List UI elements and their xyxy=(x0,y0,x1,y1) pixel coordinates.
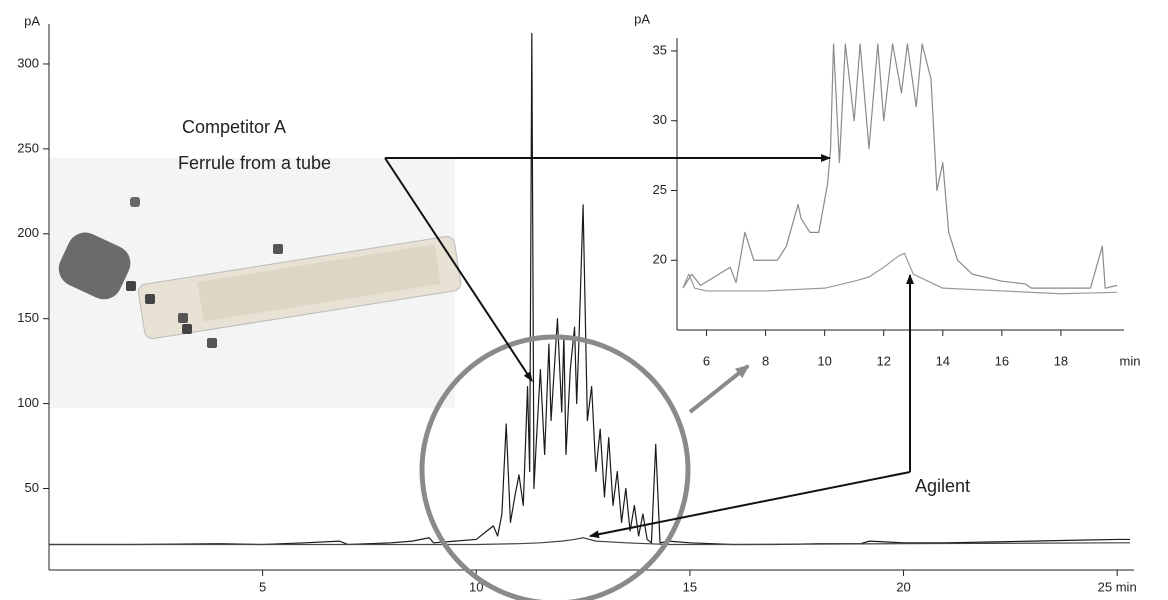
photo xyxy=(50,158,462,408)
y-tick-label: 250 xyxy=(17,140,39,155)
y-tick-label: 35 xyxy=(653,42,667,57)
y-tick-label: 150 xyxy=(17,310,39,325)
y-tick-label: 25 xyxy=(653,182,667,197)
y-axis-label: pA xyxy=(634,11,650,26)
zoom-arrow xyxy=(688,364,750,414)
data-line xyxy=(49,537,1130,546)
data-line xyxy=(682,252,1118,295)
x-tick-label: 14 xyxy=(936,353,950,368)
x-tick-label: 12 xyxy=(876,353,890,368)
annotation: Ferrule from a tube xyxy=(178,153,331,173)
arrow xyxy=(589,471,911,539)
x-tick-label: 20 xyxy=(896,579,910,594)
x-axis-label: min xyxy=(1120,353,1141,368)
data-line xyxy=(682,43,1118,289)
x-tick-label: 5 xyxy=(259,579,266,594)
y-tick-label: 20 xyxy=(653,252,667,267)
x-tick-label: 15 xyxy=(683,579,697,594)
x-tick-label: 8 xyxy=(762,353,769,368)
data-line xyxy=(49,32,1130,546)
plots: 50 100 150 200 250 300 5 10 15 20 25 min pA Competit… xyxy=(17,11,1140,594)
x-tick-label: 6 xyxy=(703,353,710,368)
arrow xyxy=(384,157,533,382)
y-tick-label: 300 xyxy=(17,55,39,70)
y-axis-label: pA xyxy=(24,13,40,28)
x-tick-label: 10 xyxy=(469,579,483,594)
y-tick-label: 30 xyxy=(653,112,667,127)
zoom-circle xyxy=(419,334,691,600)
annotation: Competitor A xyxy=(182,117,286,137)
x-tick-label: 10 xyxy=(817,353,831,368)
y-tick-label: 200 xyxy=(17,225,39,240)
y-tick-label: 100 xyxy=(17,395,39,410)
annotation: Agilent xyxy=(915,476,970,496)
plot-area xyxy=(49,32,1130,546)
x-tick-label: 18 xyxy=(1054,353,1068,368)
x-tick-label: 25 min xyxy=(1098,579,1137,594)
y-tick-label: 50 xyxy=(25,480,39,495)
x-tick-label: 16 xyxy=(995,353,1009,368)
plot-area xyxy=(682,43,1118,295)
